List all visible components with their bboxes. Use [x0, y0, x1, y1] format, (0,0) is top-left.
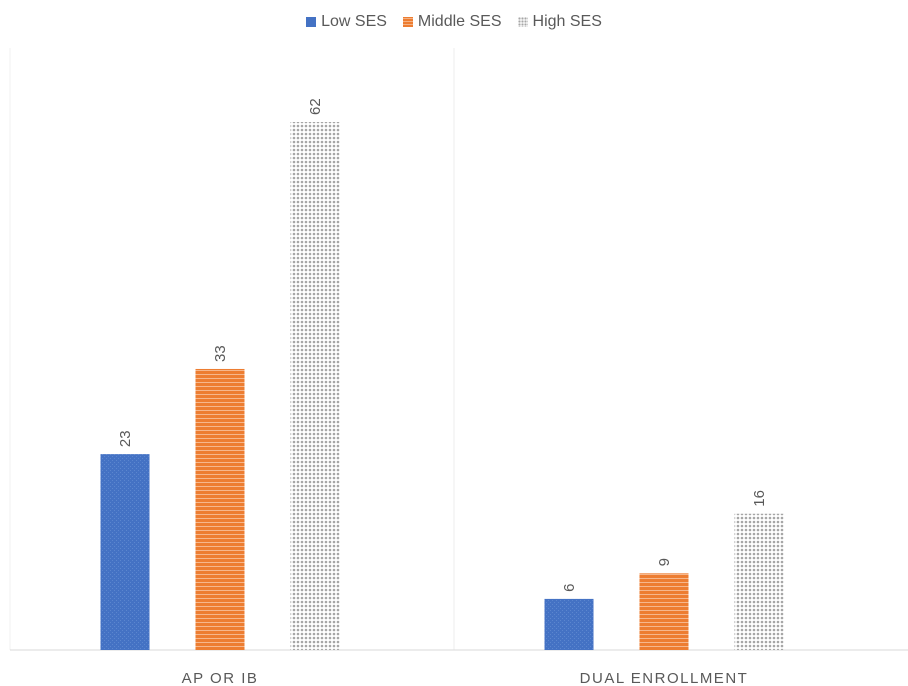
legend-swatch-high-ses: [517, 17, 528, 27]
legend-label-middle-ses: Middle SES: [417, 13, 502, 30]
bar-high-ses-1: [734, 513, 784, 650]
data-label: 62: [307, 98, 324, 115]
bar-middle-ses-0: [195, 368, 245, 650]
legend-label-high-ses: High SES: [532, 13, 602, 30]
data-label: 6: [561, 584, 578, 592]
legend-item-low-ses: Low SES: [306, 13, 387, 31]
plot-area: 23 33 62 AP OR IB 6 9 16 DUAL ENROLLMENT: [9, 48, 908, 686]
bar-middle-ses-1: [639, 573, 689, 650]
data-label: 23: [117, 430, 134, 447]
legend-item-high-ses: High SES: [517, 13, 602, 31]
data-label: 9: [656, 558, 673, 566]
bar-high-ses-0: [290, 122, 340, 650]
legend-item-middle-ses: Middle SES: [402, 13, 502, 31]
x-tick-label: DUAL ENROLLMENT: [580, 670, 749, 686]
legend-swatch-middle-ses: [402, 17, 413, 27]
data-label: 33: [212, 345, 229, 362]
bar-low-ses-0: [100, 454, 150, 650]
bar-low-ses-1: [544, 598, 594, 650]
legend-swatch-low-ses: [306, 17, 317, 27]
legend: Low SES Middle SES High SES: [0, 9, 908, 35]
data-label: 16: [751, 490, 768, 507]
legend-label-low-ses: Low SES: [321, 13, 387, 30]
x-tick-label: AP OR IB: [182, 670, 259, 686]
